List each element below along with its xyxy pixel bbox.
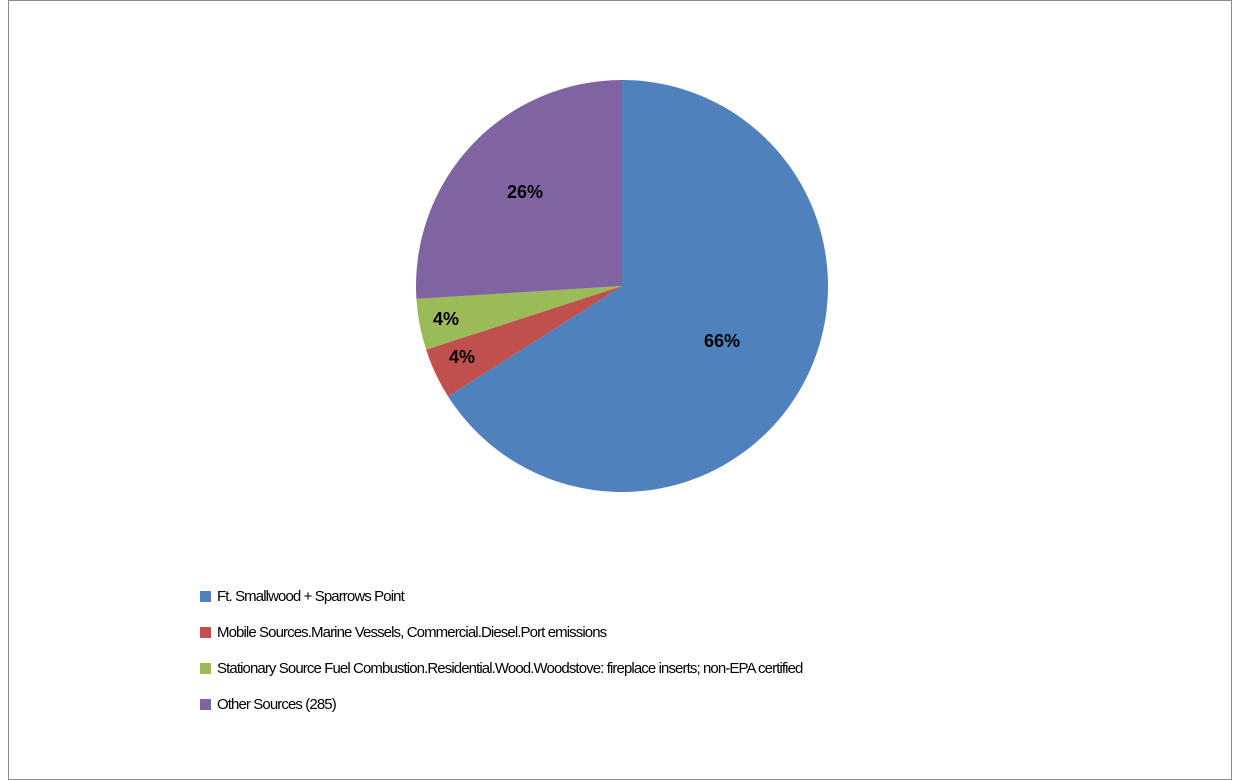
pie-data-labels: 66% 4% 4% 26% — [433, 182, 740, 367]
legend-item-3: Stationary Source Fuel Combustion.Reside… — [200, 658, 803, 678]
pie-slice-1 — [448, 80, 828, 492]
slice-data-label-4: 26% — [507, 182, 543, 202]
pie-slice-3 — [416, 286, 622, 350]
pie-slice-2 — [426, 286, 622, 397]
slice-data-label-3: 4% — [433, 309, 459, 329]
chart-legend: Ft. Smallwood + Sparrows Point Mobile Sou… — [200, 586, 803, 730]
legend-label: Ft. Smallwood + Sparrows Point — [217, 587, 405, 605]
legend-label: Mobile Sources.Marine Vessels, Commercia… — [217, 623, 607, 641]
legend-swatch — [200, 698, 211, 710]
pie-slice-4 — [416, 80, 622, 299]
legend-swatch — [200, 626, 211, 638]
legend-label: Other Sources (285) — [217, 695, 337, 713]
legend-swatch — [200, 590, 211, 602]
legend-swatch — [200, 662, 211, 674]
pie-slices — [416, 80, 828, 492]
legend-item-4: Other Sources (285) — [200, 694, 802, 714]
pie-chart: 66% 4% 4% 26% — [416, 80, 828, 492]
legend-label: Stationary Source Fuel Combustion.Reside… — [217, 659, 803, 677]
slice-data-label-2: 4% — [449, 347, 475, 367]
legend-item-2: Mobile Sources.Marine Vessels, Commercia… — [200, 622, 802, 642]
legend-item-1: Ft. Smallwood + Sparrows Point — [200, 586, 802, 606]
slice-data-label-1: 66% — [704, 331, 740, 351]
